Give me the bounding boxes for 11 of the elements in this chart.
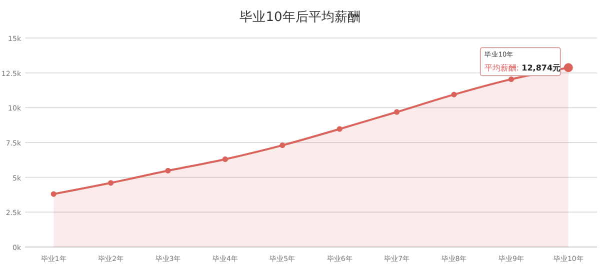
point xyxy=(508,76,514,82)
point xyxy=(50,191,56,197)
chart-title: 毕业10年后平均薪酬 xyxy=(240,10,360,25)
point xyxy=(394,109,400,115)
point xyxy=(280,142,286,148)
annotation: 平均薪酬: 12,874元 xyxy=(484,64,561,73)
point xyxy=(336,126,342,132)
point xyxy=(451,92,457,98)
point xyxy=(165,168,171,174)
point xyxy=(222,156,228,162)
point xyxy=(108,180,114,186)
